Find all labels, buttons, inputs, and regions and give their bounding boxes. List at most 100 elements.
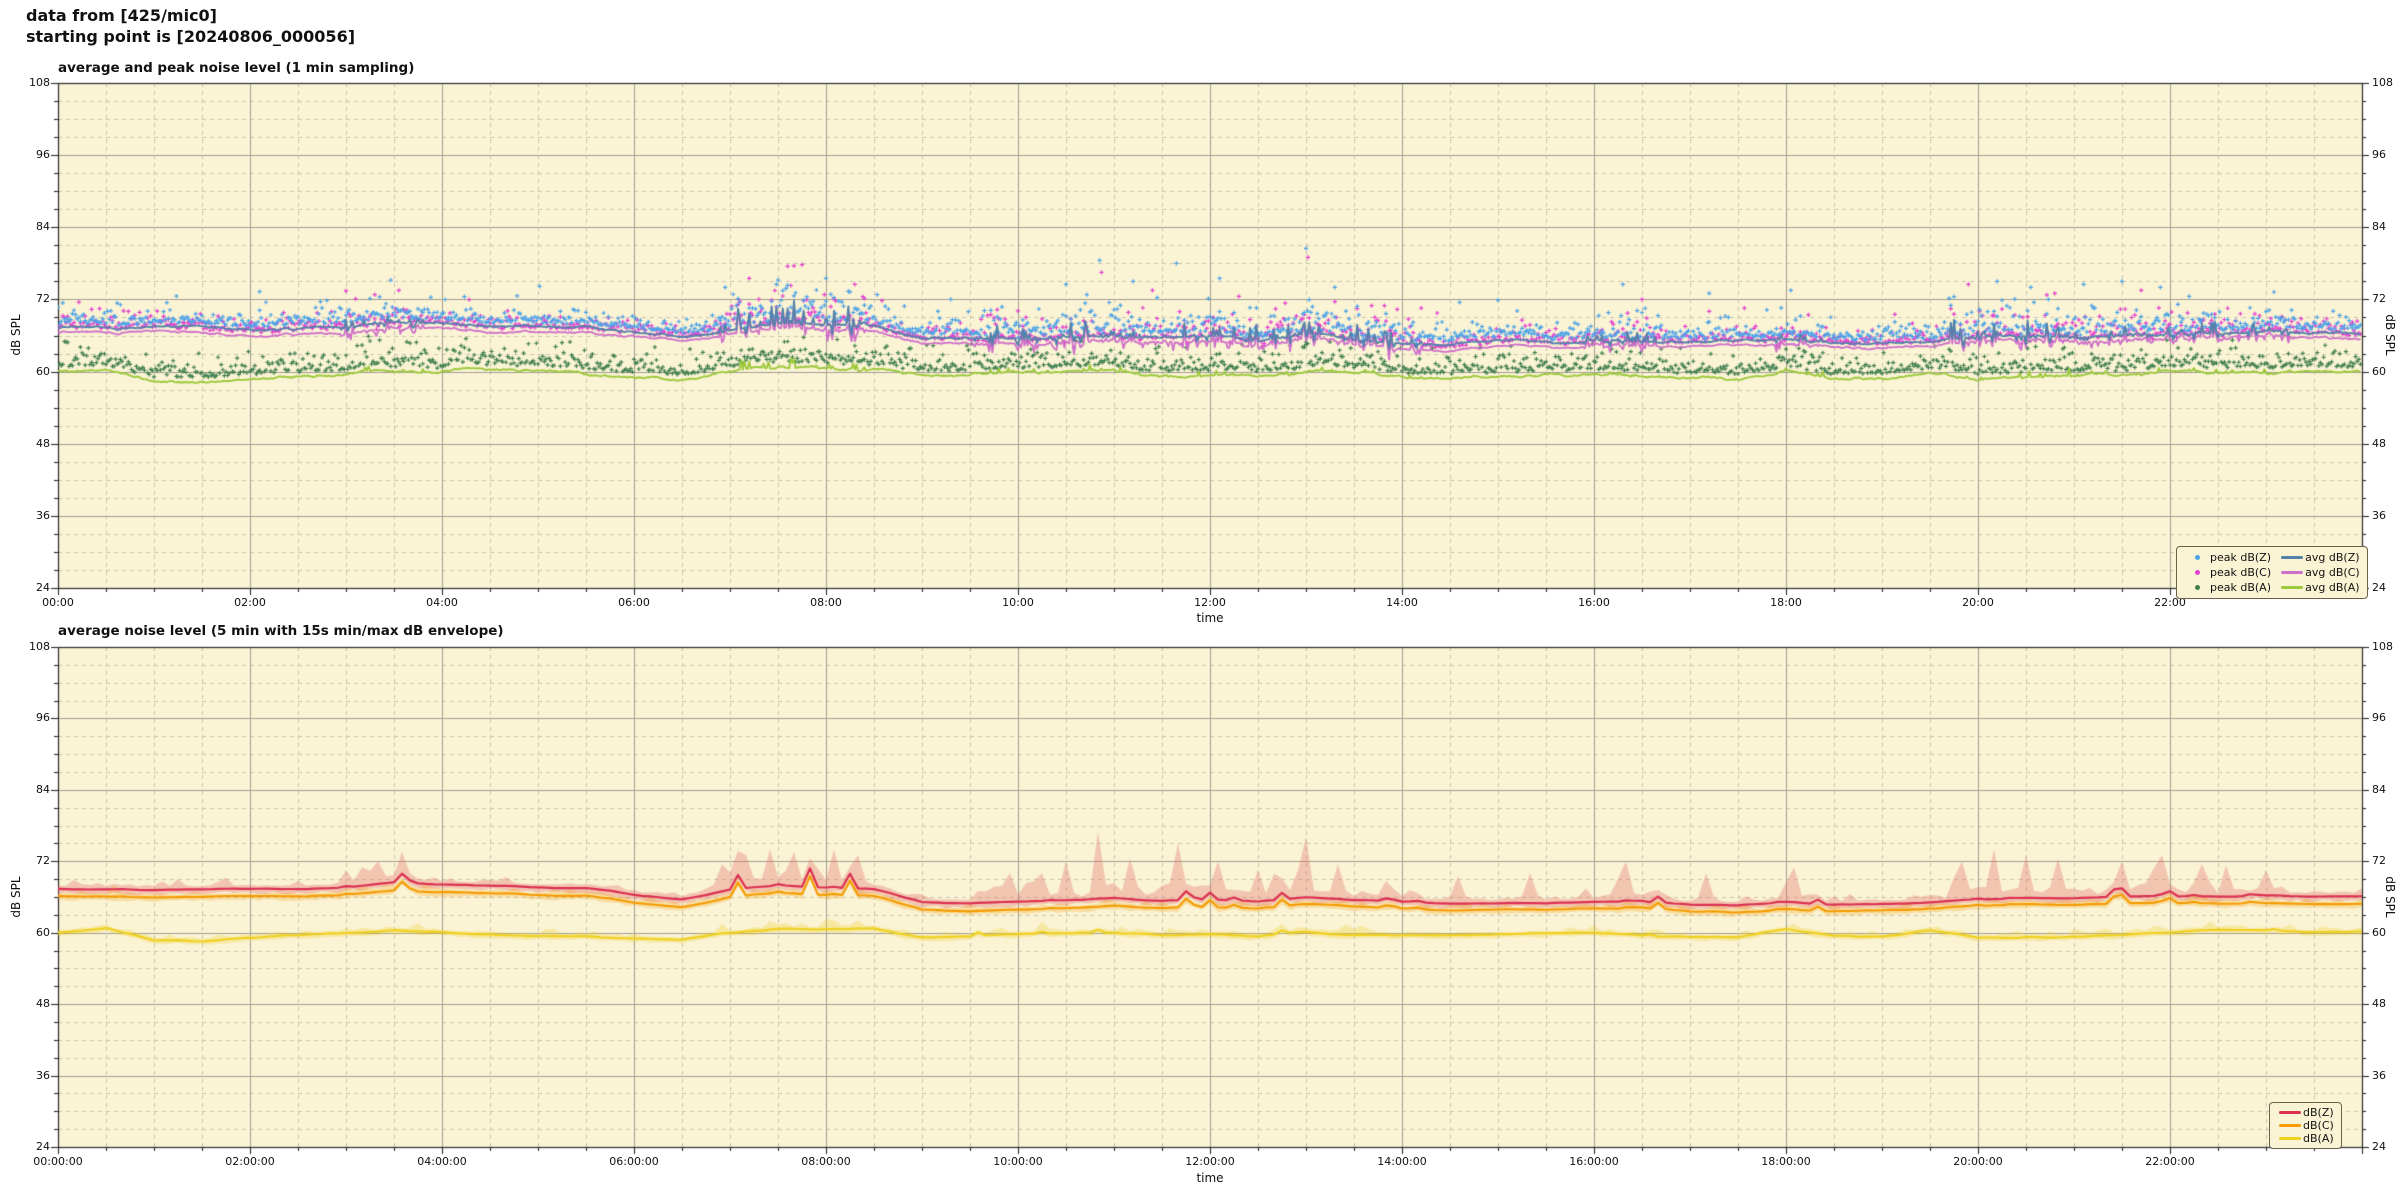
y-tick-label-left: 96	[36, 711, 50, 725]
top-x-axis-label: time	[1196, 611, 1224, 625]
y-tick-label-left: 24	[36, 581, 50, 594]
legend-label: dB(C)	[2303, 1119, 2334, 1132]
y-tick-label-right: 60	[2372, 925, 2386, 939]
legend-line-swatch	[2279, 556, 2305, 559]
legend-item: avg dB(C)	[2279, 566, 2360, 579]
y-tick-label-left: 108	[29, 640, 50, 653]
legend-dot-swatch	[2184, 585, 2210, 590]
legend-item: peak dB(A)	[2184, 581, 2271, 594]
legend-line-swatch	[2277, 1124, 2303, 1127]
x-tick-label: 18:00	[1770, 596, 1802, 609]
swatch-color	[2279, 1137, 2301, 1140]
legend-item: dB(Z)	[2277, 1106, 2334, 1119]
x-tick-label: 00:00	[42, 596, 74, 609]
x-tick-label: 14:00:00	[1377, 1155, 1427, 1168]
header-line-2: starting point is [20240806_000056]	[26, 27, 356, 46]
x-tick-label: 02:00:00	[225, 1155, 275, 1168]
y-tick-label-right: 108	[2372, 640, 2393, 653]
x-tick-label: 06:00	[618, 596, 650, 609]
y-tick-label-right: 60	[2372, 364, 2386, 378]
header-line-1: data from [425/mic0]	[26, 6, 217, 25]
x-tick-label: 14:00	[1386, 596, 1418, 609]
x-tick-label: 22:00	[2154, 596, 2186, 609]
y-tick-label-left: 108	[29, 76, 50, 89]
y-tick-label-left: 84	[36, 782, 50, 796]
x-tick-label: 08:00	[810, 596, 842, 609]
legend-dot-swatch	[2184, 570, 2210, 575]
legend-line-swatch	[2277, 1111, 2303, 1114]
y-tick-label-left: 96	[36, 148, 50, 162]
swatch-color	[2194, 555, 2200, 560]
x-tick-label: 02:00	[234, 596, 266, 609]
y-tick-label-right: 84	[2372, 220, 2386, 234]
swatch-color	[2281, 586, 2304, 589]
legend-label: avg dB(A)	[2305, 581, 2360, 594]
y-tick-label-left: 48	[36, 436, 50, 450]
y-tick-label-right: 24	[2372, 1140, 2386, 1153]
top-chart-title: average and peak noise level (1 min samp…	[58, 60, 415, 76]
x-tick-label: 20:00	[1962, 596, 1994, 609]
y-tick-label-right: 24	[2372, 581, 2386, 594]
legend-label: dB(A)	[2303, 1132, 2334, 1145]
top-chart-legend: peak dB(Z) peak dB(C) peak dB(A) avg dB(Z) a…	[2176, 546, 2368, 599]
legend-line-swatch	[2277, 1137, 2303, 1140]
legend-item: dB(C)	[2277, 1119, 2334, 1132]
y-tick-label-right: 48	[2372, 436, 2386, 450]
x-tick-label: 10:00:00	[993, 1155, 1043, 1168]
y-tick-label-left: 60	[36, 925, 50, 939]
x-tick-label: 18:00:00	[1761, 1155, 1811, 1168]
swatch-color	[2279, 1124, 2301, 1127]
y-tick-label-left: 60	[36, 364, 50, 378]
y-tick-label-left: 72	[36, 854, 50, 868]
legend-item: dB(A)	[2277, 1132, 2334, 1145]
bottom-y-axis-label-right: dB SPL	[2383, 876, 2397, 918]
swatch-color	[2281, 556, 2304, 559]
legend-label: dB(Z)	[2303, 1106, 2334, 1119]
y-tick-label-left: 84	[36, 220, 50, 234]
y-tick-label-right: 72	[2372, 854, 2386, 868]
x-tick-label: 22:00:00	[2145, 1155, 2195, 1168]
legend-label: avg dB(C)	[2305, 566, 2360, 579]
x-tick-label: 00:00:00	[33, 1155, 83, 1168]
legend-line-swatch	[2279, 586, 2305, 589]
legend-line-swatch	[2279, 571, 2305, 574]
legend-item: peak dB(C)	[2184, 566, 2271, 579]
swatch-color	[2194, 570, 2200, 575]
x-tick-label: 06:00:00	[609, 1155, 659, 1168]
legend-label: peak dB(Z)	[2210, 551, 2272, 564]
legend-item: avg dB(A)	[2279, 581, 2360, 594]
y-tick-label-left: 24	[36, 1140, 50, 1153]
bottom-y-axis-label-left: dB SPL	[9, 876, 23, 918]
x-tick-label: 04:00:00	[417, 1155, 467, 1168]
y-tick-label-right: 96	[2372, 148, 2386, 162]
x-tick-label: 12:00:00	[1185, 1155, 1235, 1168]
x-tick-label: 04:00	[426, 596, 458, 609]
y-tick-label-right: 48	[2372, 997, 2386, 1011]
top-y-axis-label-right: dB SPL	[2383, 314, 2397, 356]
legend-item: peak dB(Z)	[2184, 551, 2271, 564]
y-tick-label-left: 36	[36, 508, 50, 522]
x-tick-label: 16:00:00	[1569, 1155, 1619, 1168]
bottom-x-axis-label: time	[1196, 1171, 1224, 1185]
swatch-color	[2279, 1111, 2301, 1114]
y-tick-label-left: 48	[36, 997, 50, 1011]
x-tick-label: 20:00:00	[1953, 1155, 2003, 1168]
y-tick-label-right: 36	[2372, 508, 2386, 522]
y-tick-label-right: 84	[2372, 782, 2386, 796]
x-tick-label: 12:00	[1194, 596, 1226, 609]
legend-dot-swatch	[2184, 555, 2210, 560]
x-tick-label: 16:00	[1578, 596, 1610, 609]
y-tick-label-left: 72	[36, 292, 50, 306]
y-tick-label-left: 36	[36, 1068, 50, 1082]
y-tick-label-right: 72	[2372, 292, 2386, 306]
legend-label: avg dB(Z)	[2305, 551, 2360, 564]
y-tick-label-right: 96	[2372, 711, 2386, 725]
bottom-chart-legend: dB(Z) dB(C) dB(A)	[2269, 1102, 2342, 1149]
x-tick-label: 10:00	[1002, 596, 1034, 609]
top-y-axis-label-left: dB SPL	[9, 314, 23, 356]
y-tick-label-right: 36	[2372, 1068, 2386, 1082]
swatch-color	[2281, 571, 2304, 574]
swatch-color	[2194, 585, 2200, 590]
